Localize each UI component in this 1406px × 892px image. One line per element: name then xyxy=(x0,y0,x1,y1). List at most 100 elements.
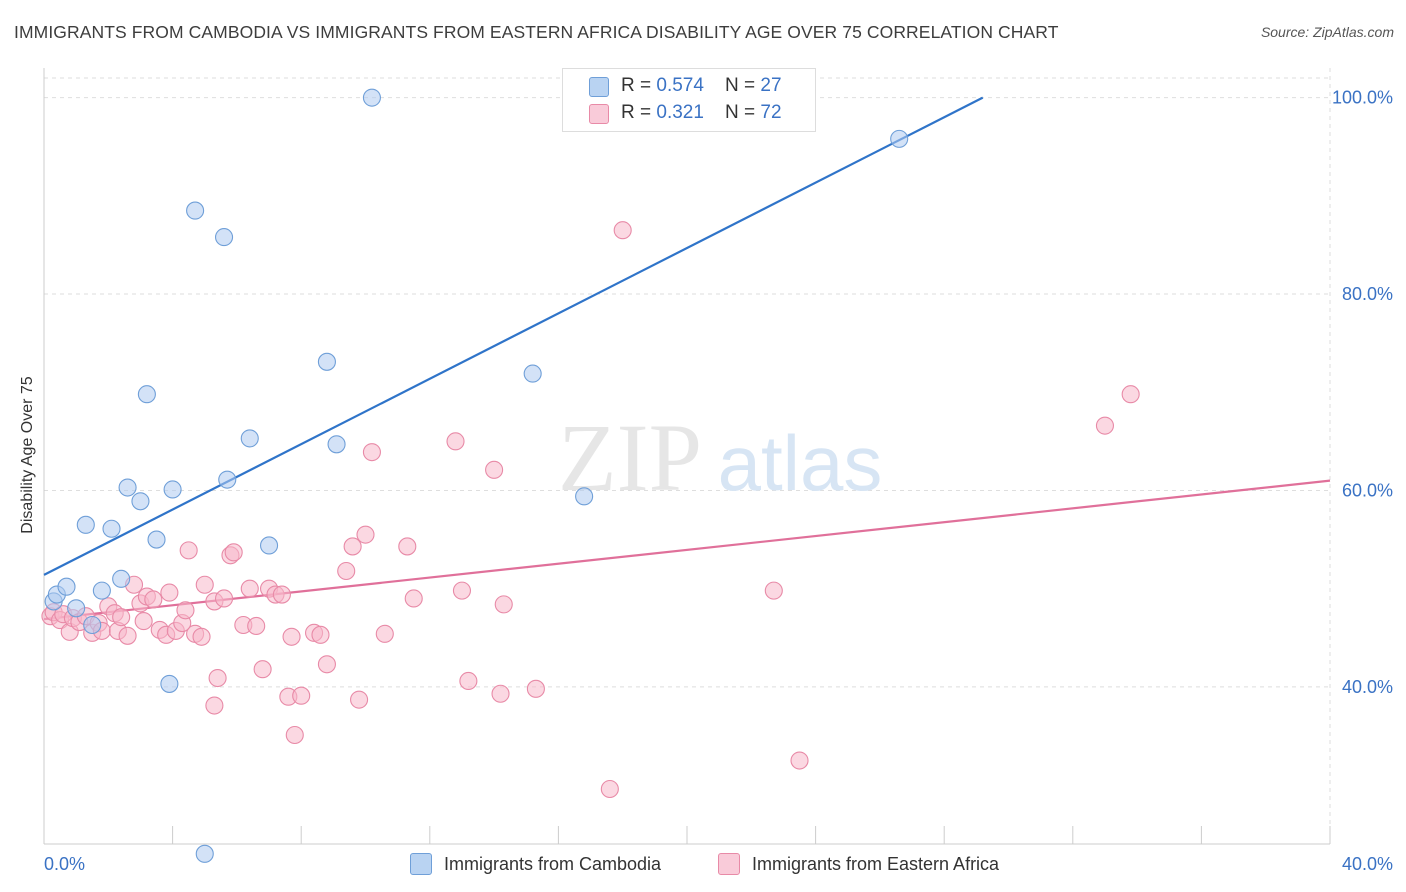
eafrica-point xyxy=(205,696,224,715)
eafrica-point xyxy=(343,537,362,556)
cambodia-point xyxy=(195,844,214,863)
eafrica-point xyxy=(350,690,369,709)
eafrica-point xyxy=(764,581,783,600)
eafrica-point xyxy=(240,579,259,598)
eafrica-point xyxy=(790,751,809,770)
eafrica-point xyxy=(247,616,266,636)
cambodia-point xyxy=(163,480,182,499)
cambodia-point xyxy=(102,519,121,538)
legend-row-text: R = 0.321 N = 72 xyxy=(621,102,782,124)
eafrica-swatch xyxy=(718,853,740,875)
eafrica-point xyxy=(179,541,198,560)
eafrica-point xyxy=(208,668,227,688)
trend-lines xyxy=(43,96,1331,621)
eafrica-point xyxy=(485,460,504,479)
eafrica-point xyxy=(118,626,137,645)
eafrica-point xyxy=(195,575,214,594)
r-label: R = xyxy=(621,102,657,123)
cambodia-swatch xyxy=(589,77,609,97)
eafrica-point xyxy=(292,686,311,705)
source-label: Source: ZipAtlas.com xyxy=(1260,24,1394,40)
eafrica-point xyxy=(311,625,330,644)
eafrica-point xyxy=(1095,416,1114,435)
eafrica-point xyxy=(375,624,394,643)
cambodia-point xyxy=(218,470,237,489)
correlation-legend: R = 0.574 N = 27 R = 0.321 N = 72 xyxy=(562,68,816,132)
eafrica-point xyxy=(613,221,632,240)
eafrica-point xyxy=(272,585,291,604)
y-tick-label: 60.0% xyxy=(1342,480,1393,500)
cambodia-point xyxy=(147,530,166,549)
cambodia-point xyxy=(186,201,205,220)
eafrica-point xyxy=(491,684,510,703)
axes xyxy=(43,68,1331,845)
eafrica-point xyxy=(600,779,619,799)
eafrica-point xyxy=(160,583,179,602)
eafrica-point xyxy=(134,612,153,631)
eafrica-point xyxy=(362,443,381,462)
n-label: N = xyxy=(725,102,761,123)
cambodia-point xyxy=(131,492,150,511)
cambodia-point xyxy=(575,487,594,506)
trend-line xyxy=(43,479,1331,621)
r-value: 0.321 xyxy=(656,102,704,123)
eafrica-point xyxy=(337,561,356,581)
eafrica-point xyxy=(282,627,301,646)
cambodia-point xyxy=(890,129,909,148)
eafrica-point xyxy=(459,671,478,691)
cambodia-point xyxy=(214,228,234,247)
eafrica-point xyxy=(356,525,375,544)
y-tick-label: 40.0% xyxy=(1342,677,1393,697)
cambodia-point xyxy=(76,515,95,534)
eafrica-point xyxy=(494,595,513,614)
eafrica-point xyxy=(224,543,243,562)
cambodia-point xyxy=(112,569,131,588)
cambodia-point xyxy=(362,88,381,107)
n-label: N = xyxy=(725,75,761,96)
eafrica-point xyxy=(112,608,131,627)
r-label: R = xyxy=(621,75,657,96)
eafrica-point xyxy=(317,655,336,674)
legend-label-eafrica: Immigrants from Eastern Africa xyxy=(752,853,1000,874)
n-value: 27 xyxy=(760,75,782,96)
r-value: 0.574 xyxy=(656,75,704,96)
eafrica-point xyxy=(253,660,272,679)
legend-row-text: R = 0.574 N = 27 xyxy=(621,75,782,97)
eafrica-swatch xyxy=(589,104,609,124)
y-tick-label: 100.0% xyxy=(1332,88,1393,108)
data-points xyxy=(41,88,1140,863)
cambodia-point xyxy=(240,429,259,448)
cambodia-point xyxy=(67,599,86,618)
eafrica-point xyxy=(192,627,211,646)
eafrica-point xyxy=(446,432,465,451)
trend-line xyxy=(43,96,984,576)
eafrica-point xyxy=(214,589,234,608)
eafrica-point xyxy=(404,589,423,608)
legend-label-cambodia: Immigrants from Cambodia xyxy=(444,853,662,874)
n-value: 72 xyxy=(760,102,782,123)
eafrica-point xyxy=(452,581,472,600)
x-tick-label: 0.0% xyxy=(44,854,85,874)
eafrica-point xyxy=(398,537,417,556)
cambodia-point xyxy=(137,385,156,404)
cambodia-swatch xyxy=(410,853,432,875)
cambodia-point xyxy=(327,435,346,454)
cambodia-point xyxy=(83,615,102,635)
legend-item-eafrica: Immigrants from Eastern Africa xyxy=(718,852,999,876)
cambodia-point xyxy=(57,577,76,596)
cambodia-point xyxy=(160,674,179,693)
cambodia-point xyxy=(523,364,542,383)
eafrica-point xyxy=(176,601,195,620)
y-tick-label: 80.0% xyxy=(1342,284,1393,304)
eafrica-point xyxy=(1121,385,1140,404)
x-tick-label: 40.0% xyxy=(1342,854,1393,874)
cambodia-point xyxy=(118,478,137,497)
watermark-atlas: atlas xyxy=(718,419,883,507)
cambodia-point xyxy=(317,352,336,371)
eafrica-point xyxy=(526,679,545,698)
legend-item-cambodia: Immigrants from Cambodia xyxy=(410,852,661,876)
watermark: ZIP atlas xyxy=(558,404,882,511)
chart-title: IMMIGRANTS FROM CAMBODIA VS IMMIGRANTS F… xyxy=(14,22,1059,42)
eafrica-point xyxy=(144,590,163,609)
